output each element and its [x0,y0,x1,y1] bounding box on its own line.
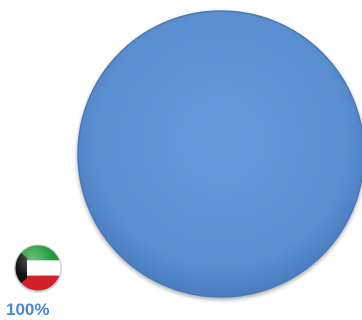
pie-slices [77,10,362,298]
pie-slice-0 [77,10,362,298]
kuwait-flag-icon [12,242,64,294]
slice-value-label: 100% [6,300,50,319]
